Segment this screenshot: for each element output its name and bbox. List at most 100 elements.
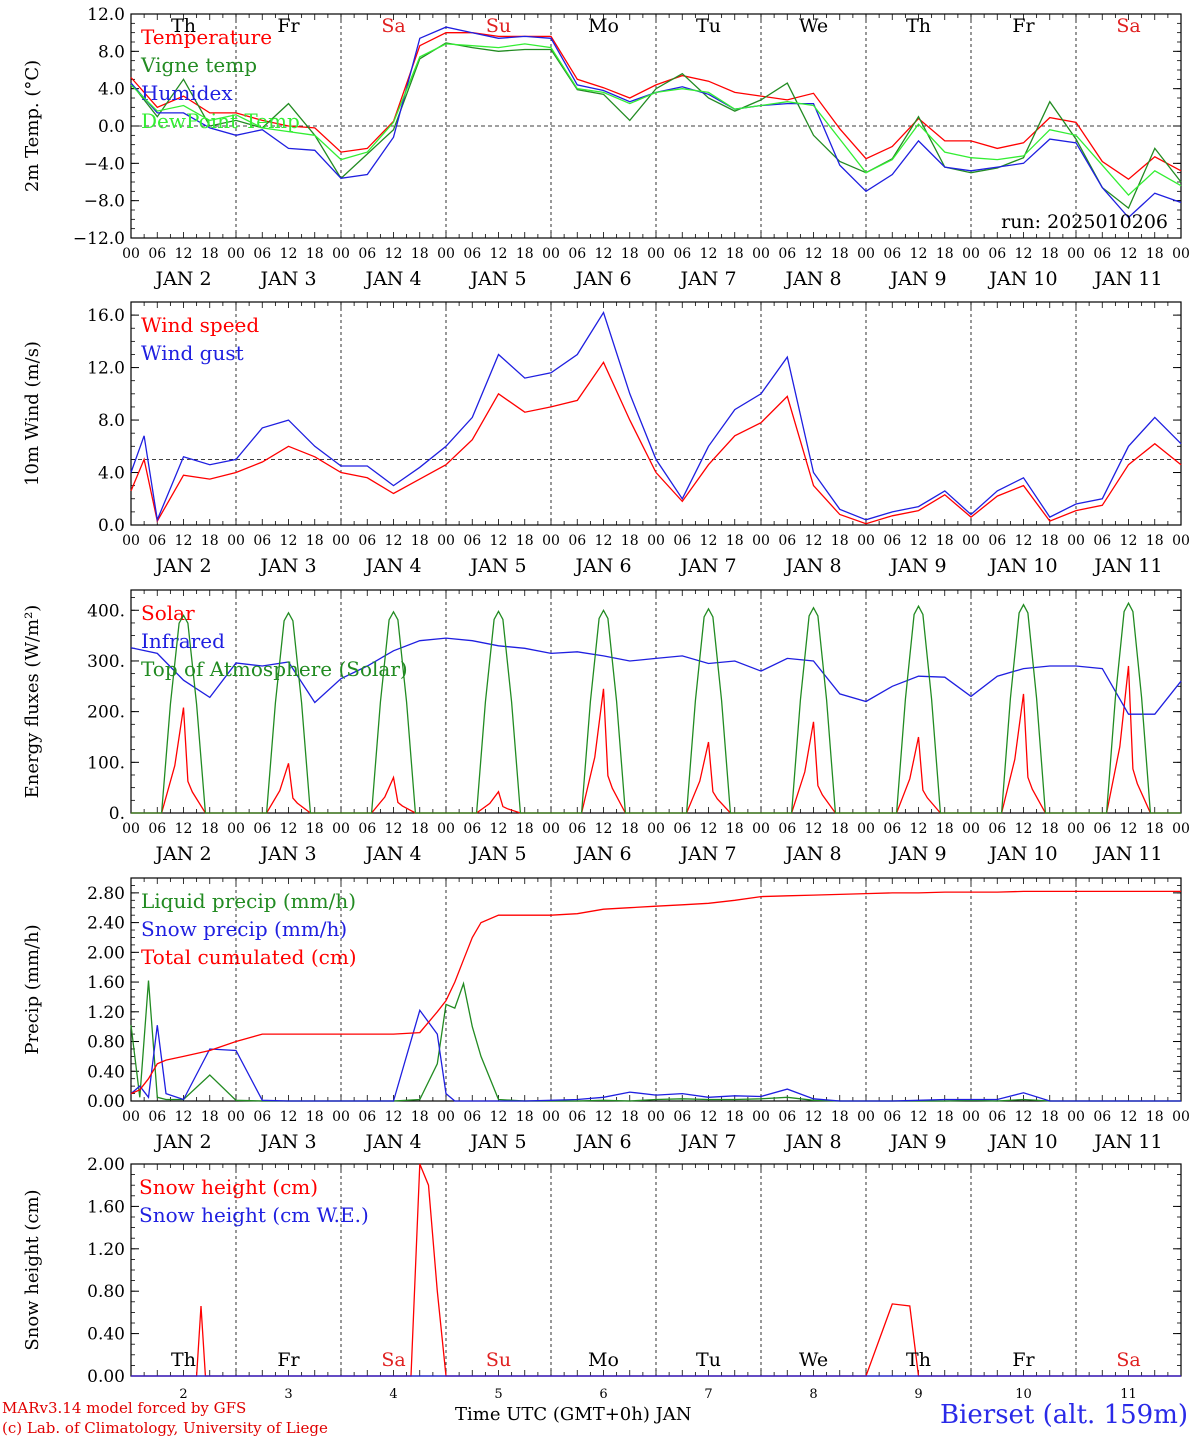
y-tick-label: 1.20: [87, 1240, 125, 1260]
hour-tick-label: 18: [621, 246, 639, 262]
hour-tick-label: 18: [831, 1109, 849, 1125]
hour-tick-label: 06: [673, 1109, 691, 1125]
hour-tick-label: 06: [778, 1109, 796, 1125]
y-tick-label: 0.80: [87, 1282, 125, 1302]
weekday-label: Sa: [381, 15, 405, 37]
date-label: JAN 6: [573, 843, 631, 865]
hour-tick-label: 06: [883, 246, 901, 262]
hour-tick-label: 06: [778, 821, 796, 837]
hour-tick-label: 18: [306, 246, 324, 262]
hour-tick-label: 18: [936, 1109, 954, 1125]
day-number: 6: [599, 1387, 607, 1402]
hour-tick-label: 00: [1067, 246, 1085, 262]
date-label: JAN 5: [468, 1131, 526, 1153]
weekday-label: Mo: [588, 15, 619, 37]
hour-tick-label: 18: [1041, 821, 1059, 837]
hour-tick-label: 06: [778, 533, 796, 549]
hour-tick-label: 18: [1146, 1109, 1164, 1125]
y-tick-label: 8.0: [98, 42, 125, 62]
hour-tick-label: 12: [490, 246, 508, 262]
hour-tick-label: 00: [332, 246, 350, 262]
weekday-label: Th: [171, 1349, 196, 1371]
y-tick-label: 0.0: [98, 516, 125, 536]
hour-tick-label: 12: [385, 1109, 403, 1125]
date-label: JAN 2: [153, 555, 211, 577]
hour-tick-label: 06: [253, 821, 271, 837]
hour-tick-label: 12: [595, 246, 613, 262]
weekday-label: Th: [906, 1349, 931, 1371]
y-tick-label: 100.: [87, 753, 125, 773]
y-tick-label: 0.00: [87, 1367, 125, 1387]
hour-tick-label: 18: [621, 1109, 639, 1125]
hour-tick-label: 12: [490, 1109, 508, 1125]
date-label: JAN 3: [258, 843, 316, 865]
hour-tick-label: 06: [1093, 246, 1111, 262]
hour-tick-label: 06: [148, 246, 166, 262]
run-label: run: 2025010206: [1001, 211, 1168, 233]
hour-tick-label: 00: [227, 1109, 245, 1125]
hour-tick-label: 06: [253, 1109, 271, 1125]
hour-tick-label: 18: [306, 821, 324, 837]
y-tick-label: 2.80: [87, 884, 125, 904]
date-label: JAN 9: [888, 1131, 946, 1153]
series-line: [130, 310, 1182, 523]
hour-tick-label: 18: [936, 821, 954, 837]
hour-tick-label: 18: [936, 246, 954, 262]
date-label: JAN 2: [153, 268, 211, 290]
hour-tick-label: 06: [463, 246, 481, 262]
hour-tick-label: 00: [227, 533, 245, 549]
hour-tick-label: 00: [1172, 533, 1190, 549]
hour-tick-label: 12: [910, 246, 928, 262]
date-label: JAN 4: [363, 555, 421, 577]
hour-tick-label: 06: [358, 246, 376, 262]
series-line: [131, 601, 1181, 814]
weekday-label: We: [799, 15, 828, 37]
y-tick-label: 0.40: [87, 1325, 125, 1345]
hour-tick-label: 12: [1120, 246, 1138, 262]
y-tick-label: 1.60: [87, 1197, 125, 1217]
weekday-label: Fr: [277, 1349, 300, 1371]
y-tick-label: −12.0: [73, 229, 125, 249]
hour-tick-label: 06: [988, 821, 1006, 837]
hour-tick-label: 12: [1015, 1109, 1033, 1125]
hour-tick-label: 00: [1172, 821, 1190, 837]
y-tick-label: 8.0: [98, 411, 125, 431]
hour-tick-label: 00: [122, 1109, 140, 1125]
y-tick-label: −4.0: [84, 154, 125, 174]
hour-tick-label: 18: [1041, 1109, 1059, 1125]
legend-entry: Snow height (cm W.E.): [139, 1203, 369, 1227]
hour-tick-label: 00: [647, 246, 665, 262]
hour-tick-label: 00: [122, 821, 140, 837]
station-name: Bierset (alt. 159m): [939, 1400, 1188, 1430]
weekday-label: Th: [906, 15, 931, 37]
hour-tick-label: 00: [437, 821, 455, 837]
hour-tick-label: 18: [726, 821, 744, 837]
series-line: [130, 980, 1181, 1102]
hour-tick-label: 06: [253, 533, 271, 549]
hour-tick-label: 06: [883, 1109, 901, 1125]
legend-entry: Snow precip (mm/h): [141, 917, 347, 941]
y-tick-label: 16.0: [87, 306, 125, 326]
hour-tick-label: 00: [962, 1109, 980, 1125]
date-label: JAN 11: [1092, 843, 1162, 865]
hour-tick-label: 06: [778, 246, 796, 262]
hour-tick-label: 12: [595, 1109, 613, 1125]
date-label: JAN 11: [1092, 555, 1162, 577]
y-tick-label: −8.0: [84, 192, 125, 212]
series-line: [130, 43, 1182, 197]
hour-tick-label: 12: [805, 1109, 823, 1125]
date-label: JAN 3: [258, 555, 316, 577]
legend-entry: Snow height (cm): [139, 1175, 318, 1199]
hour-tick-label: 00: [437, 533, 455, 549]
y-tick-label: 2.00: [87, 943, 125, 963]
hour-tick-label: 12: [910, 821, 928, 837]
hour-tick-label: 00: [542, 1109, 560, 1125]
hour-tick-label: 12: [175, 821, 193, 837]
weekday-label: Fr: [277, 15, 300, 37]
y-axis-label: Energy fluxes (W/m²): [22, 605, 43, 799]
date-label: JAN 10: [987, 1131, 1057, 1153]
hour-tick-label: 00: [332, 533, 350, 549]
hour-tick-label: 12: [595, 821, 613, 837]
hour-tick-label: 12: [1015, 246, 1033, 262]
